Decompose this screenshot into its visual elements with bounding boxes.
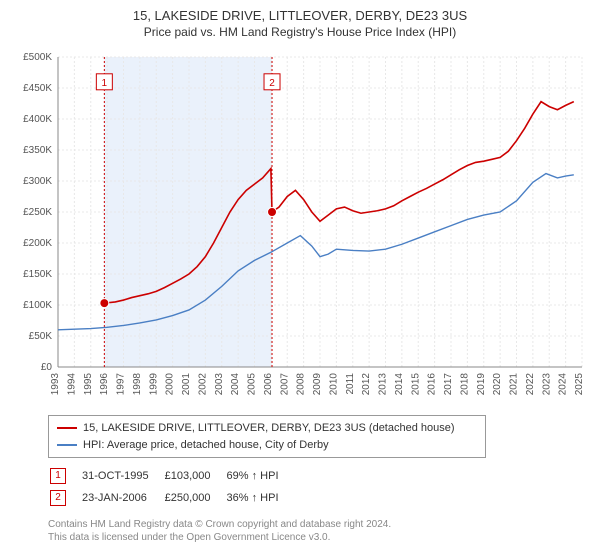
svg-text:£400K: £400K xyxy=(23,114,52,125)
svg-text:2006: 2006 xyxy=(263,373,274,396)
svg-text:1993: 1993 xyxy=(50,373,61,396)
svg-text:£350K: £350K xyxy=(23,145,52,156)
legend: 15, LAKESIDE DRIVE, LITTLEOVER, DERBY, D… xyxy=(48,415,486,458)
legend-label-1: 15, LAKESIDE DRIVE, LITTLEOVER, DERBY, D… xyxy=(83,420,455,437)
sale-row: 1 31-OCT-1995£103,00069% ↑ HPI xyxy=(50,466,293,486)
svg-text:2015: 2015 xyxy=(410,373,421,396)
svg-text:2013: 2013 xyxy=(378,373,389,396)
legend-row-2: HPI: Average price, detached house, City… xyxy=(57,437,477,454)
svg-text:2000: 2000 xyxy=(165,373,176,396)
sale-marker-box: 1 xyxy=(50,468,66,484)
svg-text:2005: 2005 xyxy=(247,373,258,396)
svg-text:£50K: £50K xyxy=(29,331,53,342)
svg-text:2002: 2002 xyxy=(197,373,208,396)
svg-text:2003: 2003 xyxy=(214,373,225,396)
legend-label-2: HPI: Average price, detached house, City… xyxy=(83,437,329,454)
sale-delta: 69% ↑ HPI xyxy=(227,466,293,486)
svg-text:2: 2 xyxy=(269,78,275,89)
svg-text:2021: 2021 xyxy=(509,373,520,396)
svg-text:2016: 2016 xyxy=(427,373,438,396)
sale-price: £103,000 xyxy=(165,466,225,486)
sale-row: 2 23-JAN-2006£250,00036% ↑ HPI xyxy=(50,488,293,508)
svg-text:£250K: £250K xyxy=(23,207,52,218)
svg-text:£100K: £100K xyxy=(23,300,52,311)
svg-text:£450K: £450K xyxy=(23,83,52,94)
legend-row-1: 15, LAKESIDE DRIVE, LITTLEOVER, DERBY, D… xyxy=(57,420,477,437)
svg-text:2020: 2020 xyxy=(492,373,503,396)
legend-swatch-1 xyxy=(57,427,77,429)
svg-text:2014: 2014 xyxy=(394,373,405,396)
footer-line-2: This data is licensed under the Open Gov… xyxy=(48,531,592,544)
svg-text:2010: 2010 xyxy=(328,373,339,396)
svg-text:1995: 1995 xyxy=(83,373,94,396)
svg-text:1994: 1994 xyxy=(66,373,77,396)
svg-text:£300K: £300K xyxy=(23,176,52,187)
svg-text:2017: 2017 xyxy=(443,373,454,396)
footer-line-1: Contains HM Land Registry data © Crown c… xyxy=(48,518,592,531)
svg-text:£500K: £500K xyxy=(23,52,52,63)
svg-text:2004: 2004 xyxy=(230,373,241,396)
line-chart: £0 £50K £100K £150K £200K £250K £300K £350K £400… xyxy=(8,47,592,407)
chart-subtitle: Price paid vs. HM Land Registry's House … xyxy=(8,25,592,39)
legend-swatch-2 xyxy=(57,444,77,446)
svg-text:1997: 1997 xyxy=(116,373,127,396)
svg-text:£150K: £150K xyxy=(23,269,52,280)
chart-title: 15, LAKESIDE DRIVE, LITTLEOVER, DERBY, D… xyxy=(8,8,592,23)
svg-text:2009: 2009 xyxy=(312,373,323,396)
svg-text:2008: 2008 xyxy=(296,373,307,396)
svg-text:1998: 1998 xyxy=(132,373,143,396)
svg-text:2019: 2019 xyxy=(476,373,487,396)
svg-text:1: 1 xyxy=(102,78,108,89)
svg-text:£200K: £200K xyxy=(23,238,52,249)
sale-date: 23-JAN-2006 xyxy=(82,488,163,508)
svg-text:2007: 2007 xyxy=(279,373,290,396)
svg-text:2022: 2022 xyxy=(525,373,536,396)
svg-text:2023: 2023 xyxy=(541,373,552,396)
svg-text:2025: 2025 xyxy=(574,373,585,396)
svg-text:2012: 2012 xyxy=(361,373,372,396)
svg-text:1999: 1999 xyxy=(148,373,159,396)
sales-table: 1 31-OCT-1995£103,00069% ↑ HPI 2 23-JAN-200… xyxy=(48,464,295,510)
chart-area: £0 £50K £100K £150K £200K £250K £300K £350K £400… xyxy=(8,47,592,407)
svg-text:£0: £0 xyxy=(41,362,53,373)
svg-text:2018: 2018 xyxy=(459,373,470,396)
svg-text:1996: 1996 xyxy=(99,373,110,396)
footer: Contains HM Land Registry data © Crown c… xyxy=(48,518,592,544)
svg-text:2024: 2024 xyxy=(558,373,569,396)
sale-date: 31-OCT-1995 xyxy=(82,466,163,486)
sale-delta: 36% ↑ HPI xyxy=(227,488,293,508)
sale-price: £250,000 xyxy=(165,488,225,508)
svg-text:2001: 2001 xyxy=(181,373,192,396)
svg-text:2011: 2011 xyxy=(345,373,356,395)
sale-marker-box: 2 xyxy=(50,490,66,506)
